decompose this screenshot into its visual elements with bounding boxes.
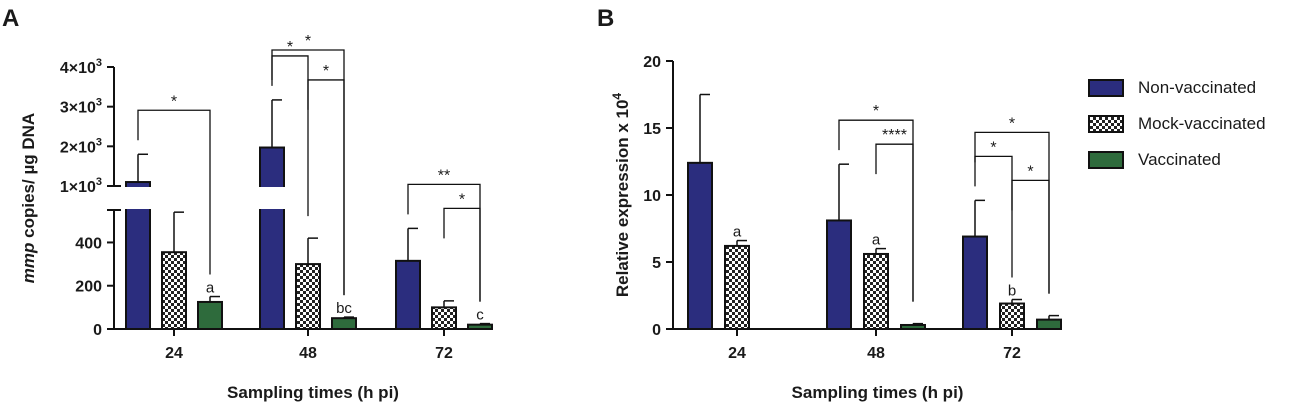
y-axis-title: Relative expression x 104 xyxy=(610,93,632,298)
significance-label-48: * xyxy=(305,33,311,50)
bar-label-72: c xyxy=(476,307,484,324)
bar-non-vaccinated-72 xyxy=(962,235,988,330)
bar-non-vaccinated-72 xyxy=(395,259,421,331)
significance-label-48: * xyxy=(323,63,329,80)
y-tick-label: 4×103 xyxy=(60,57,102,77)
significance-bracket-72 xyxy=(443,207,481,302)
bar-mock-vaccinated-24 xyxy=(161,251,187,330)
legend-swatch-non-vaccinated xyxy=(1088,79,1124,97)
x-tick-label-24: 24 xyxy=(728,345,746,362)
bar-vaccinated-24 xyxy=(197,300,223,331)
significance-bracket-72 xyxy=(1011,179,1050,294)
y-tick-label: 200 xyxy=(75,279,102,296)
y-tick-label: 0 xyxy=(652,322,661,339)
x-tick-label-72: 72 xyxy=(435,345,453,362)
y-tick-label: 2×103 xyxy=(60,136,102,156)
bar-label-24: a xyxy=(733,224,742,241)
legend-label-non-vaccinated: Non-vaccinated xyxy=(1138,78,1257,97)
bar-mock-vaccinated-72 xyxy=(999,302,1025,331)
bar-mock-vaccinated-48 xyxy=(863,252,889,331)
bar-mock-vaccinated-24 xyxy=(724,244,750,330)
significance-label-72: * xyxy=(1009,115,1015,132)
legend-label-mock-vaccinated: Mock-vaccinated xyxy=(1138,114,1266,133)
y-tick-label: 3×103 xyxy=(60,97,102,117)
x-axis-title: Sampling times (h pi) xyxy=(227,383,399,402)
bar-mock-vaccinated-48 xyxy=(295,263,321,330)
x-tick-label-48: 48 xyxy=(299,345,317,362)
significance-bracket-24 xyxy=(137,109,211,275)
significance-bracket-72 xyxy=(974,155,1013,278)
y-tick-label: 15 xyxy=(643,121,661,138)
panel-label-a: A xyxy=(2,5,19,32)
significance-label-48: **** xyxy=(882,127,907,144)
legend: Non-vaccinated Mock-vaccinated Vaccinate… xyxy=(1088,70,1266,178)
significance-label-72: * xyxy=(459,191,465,208)
bar-vaccinated-48 xyxy=(331,317,357,331)
significance-label-24: * xyxy=(171,93,177,110)
significance-bracket-48 xyxy=(875,143,914,302)
legend-swatch-mock-vaccinated xyxy=(1088,115,1124,133)
y-axis-title: mmp copies/ µg DNA xyxy=(19,113,38,283)
bar-non-vaccinated-24 xyxy=(687,161,713,330)
y-tick-label: 1×103 xyxy=(60,176,102,196)
legend-swatch-vaccinated xyxy=(1088,151,1124,169)
legend-item-mock-vaccinated: Mock-vaccinated xyxy=(1088,106,1266,142)
legend-item-vaccinated: Vaccinated xyxy=(1088,142,1266,178)
bar-mock-vaccinated-72 xyxy=(431,306,457,331)
significance-label-72: * xyxy=(990,139,996,156)
y-tick-label: 10 xyxy=(643,188,661,205)
y-tick-label: 0 xyxy=(93,322,102,339)
bar-label-48: bc xyxy=(336,300,352,317)
bar-non-vaccinated-48 xyxy=(826,219,852,331)
significance-label-48: * xyxy=(873,103,879,120)
y-tick-label: 400 xyxy=(75,235,102,252)
bar-label-24: a xyxy=(206,280,215,297)
chart-a: 0 200 400 1×103 2×103 3×103 4×103 mmp copies/ µ… xyxy=(19,33,493,402)
x-tick-label-72: 72 xyxy=(1003,345,1021,362)
x-axis-title: Sampling times (h pi) xyxy=(792,383,964,402)
y-tick-label: 5 xyxy=(652,255,661,272)
x-tick-label-48: 48 xyxy=(867,345,885,362)
axis-break-gap xyxy=(115,187,493,209)
bar-non-vaccinated-48 xyxy=(259,146,285,330)
panel-label-b: B xyxy=(597,5,614,32)
significance-bracket-48 xyxy=(307,79,345,296)
legend-label-vaccinated: Vaccinated xyxy=(1138,150,1221,169)
significance-label-72: ** xyxy=(438,167,450,184)
x-tick-label-24: 24 xyxy=(165,345,183,362)
legend-item-non-vaccinated: Non-vaccinated xyxy=(1088,70,1266,106)
bar-label-48: a xyxy=(872,232,881,249)
significance-label-72: * xyxy=(1027,163,1033,180)
y-tick-label: 20 xyxy=(643,54,661,71)
bar-vaccinated-72 xyxy=(1036,318,1062,330)
bar-label-72: b xyxy=(1008,283,1016,300)
significance-label-48: * xyxy=(287,39,293,56)
